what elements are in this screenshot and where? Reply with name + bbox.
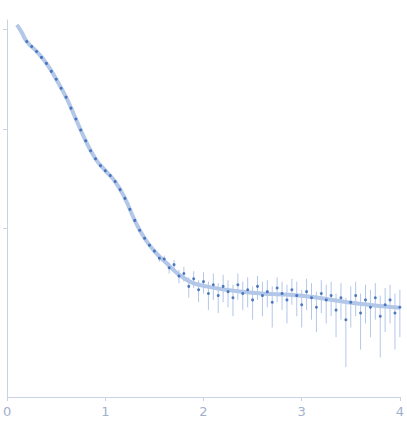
svg-text:2: 2 <box>199 404 207 419</box>
svg-text:4: 4 <box>396 404 404 419</box>
svg-text:0: 0 <box>3 404 11 419</box>
svg-text:1: 1 <box>101 404 109 419</box>
svg-text:3: 3 <box>298 404 306 419</box>
